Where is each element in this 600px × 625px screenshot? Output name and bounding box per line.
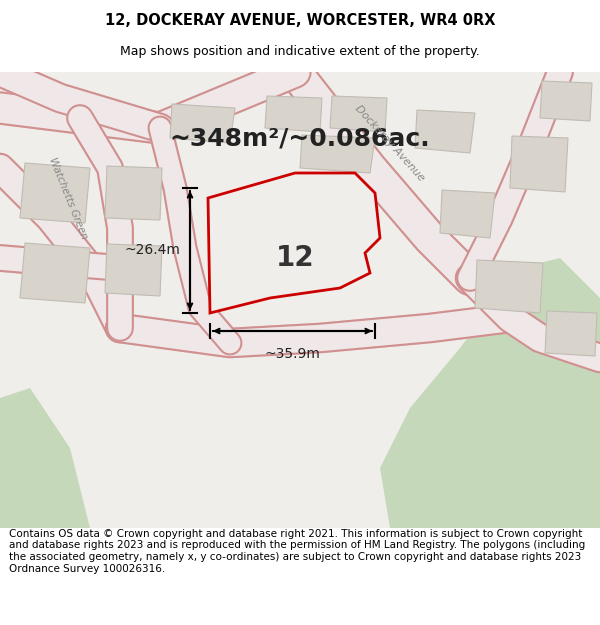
Polygon shape [105,244,162,296]
Polygon shape [330,96,387,132]
Text: ~26.4m: ~26.4m [124,244,180,258]
Polygon shape [170,104,235,143]
Polygon shape [440,190,495,238]
Polygon shape [0,388,90,528]
Polygon shape [105,166,162,220]
Polygon shape [380,258,600,528]
Polygon shape [540,81,592,121]
Polygon shape [300,135,375,173]
Polygon shape [208,173,380,313]
Text: ~348m²/~0.086ac.: ~348m²/~0.086ac. [170,126,430,150]
Text: Map shows position and indicative extent of the property.: Map shows position and indicative extent… [120,44,480,58]
Text: 12, DOCKERAY AVENUE, WORCESTER, WR4 0RX: 12, DOCKERAY AVENUE, WORCESTER, WR4 0RX [105,13,495,28]
Text: Contains OS data © Crown copyright and database right 2021. This information is : Contains OS data © Crown copyright and d… [9,529,585,574]
Text: 12: 12 [275,244,314,272]
Text: ~35.9m: ~35.9m [265,347,320,361]
Polygon shape [20,243,90,303]
Text: Dockeray Avenue: Dockeray Avenue [353,103,427,183]
Polygon shape [265,96,322,132]
Polygon shape [545,311,597,356]
Polygon shape [415,110,475,153]
Text: Watchetts Green: Watchetts Green [47,156,89,241]
Polygon shape [475,260,543,313]
Polygon shape [510,136,568,192]
Polygon shape [20,163,90,223]
